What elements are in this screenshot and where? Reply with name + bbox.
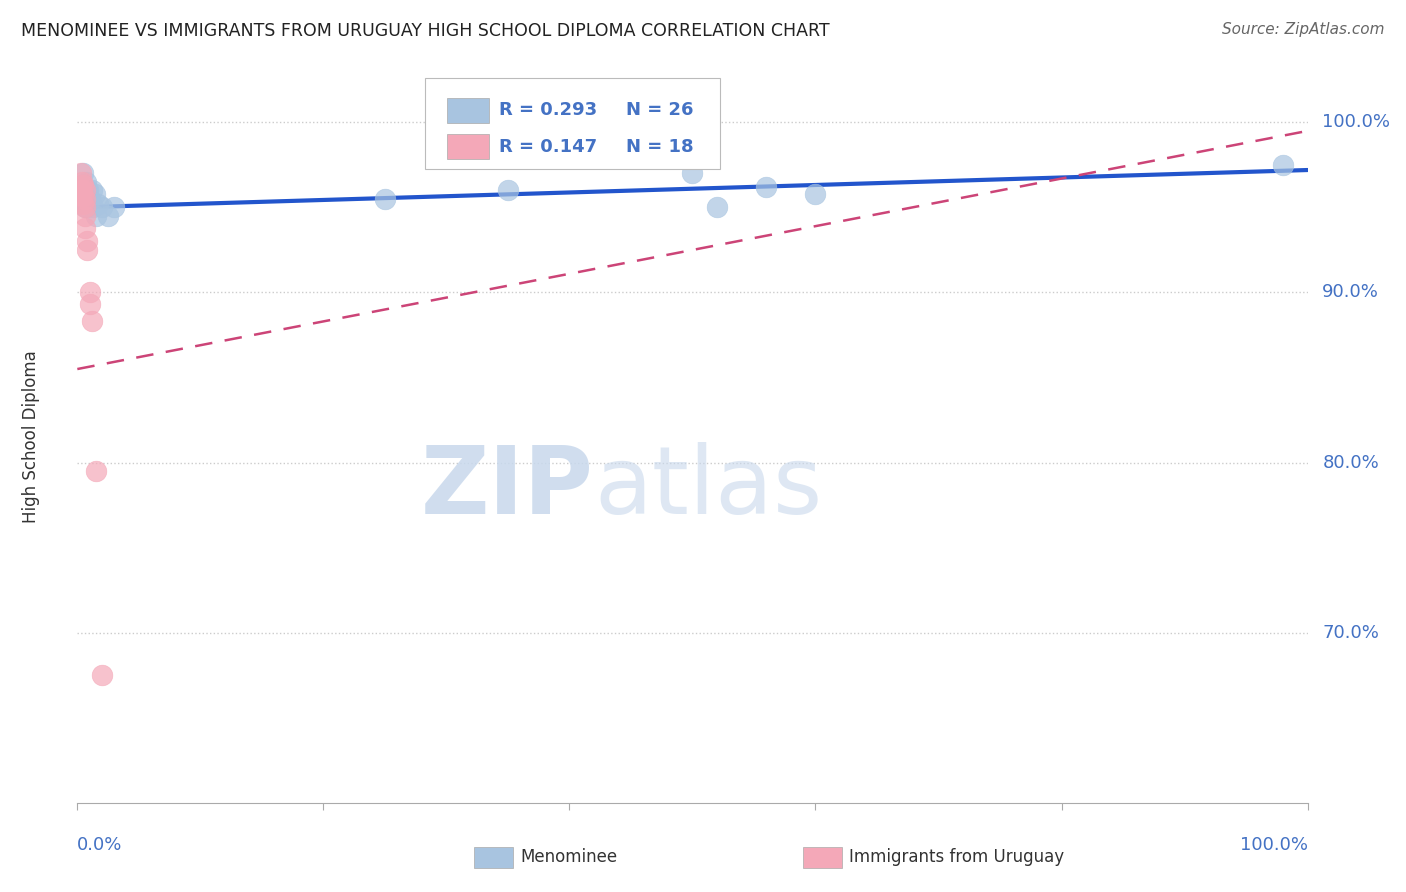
Point xyxy=(73,220,96,235)
Text: R = 0.293: R = 0.293 xyxy=(499,102,598,120)
Point xyxy=(706,201,728,215)
Point xyxy=(70,175,93,189)
Point xyxy=(79,192,101,206)
Point xyxy=(97,209,120,223)
Point xyxy=(73,183,96,197)
Point xyxy=(72,178,94,193)
Point xyxy=(77,183,100,197)
Text: 90.0%: 90.0% xyxy=(1323,284,1379,301)
Point xyxy=(90,201,114,215)
Point xyxy=(82,314,104,328)
Point xyxy=(82,201,104,215)
Point xyxy=(84,209,107,223)
Text: 0.0%: 0.0% xyxy=(77,836,122,854)
Point xyxy=(1272,158,1295,172)
Point xyxy=(82,183,104,197)
Point xyxy=(75,201,97,215)
Point xyxy=(73,209,96,223)
Point xyxy=(73,192,96,206)
Point xyxy=(76,183,98,197)
Text: R = 0.147: R = 0.147 xyxy=(499,137,598,155)
Point xyxy=(682,166,704,180)
Text: 100.0%: 100.0% xyxy=(1323,113,1391,131)
Point xyxy=(70,166,93,180)
Point xyxy=(73,201,96,215)
Point xyxy=(72,166,94,180)
Text: N = 26: N = 26 xyxy=(626,102,693,120)
Text: 100.0%: 100.0% xyxy=(1240,836,1308,854)
Point xyxy=(103,201,125,215)
Point xyxy=(374,192,396,206)
Point xyxy=(84,464,107,478)
Point xyxy=(75,175,97,189)
Text: ZIP: ZIP xyxy=(422,442,595,534)
Point xyxy=(804,186,827,201)
Text: N = 18: N = 18 xyxy=(626,137,693,155)
Point xyxy=(79,285,101,300)
Text: High School Diploma: High School Diploma xyxy=(21,351,39,524)
Point xyxy=(72,188,94,202)
Text: atlas: atlas xyxy=(595,442,823,534)
Point xyxy=(75,186,97,201)
Text: 80.0%: 80.0% xyxy=(1323,454,1379,472)
Point xyxy=(72,197,94,211)
Point xyxy=(76,195,98,210)
Text: Menominee: Menominee xyxy=(520,848,617,866)
Point xyxy=(79,297,101,311)
Point xyxy=(83,186,105,201)
Point xyxy=(755,180,778,194)
Point xyxy=(496,183,519,197)
Point xyxy=(73,201,96,215)
Point xyxy=(70,183,93,197)
Text: 70.0%: 70.0% xyxy=(1323,624,1379,641)
Point xyxy=(76,243,98,257)
Point xyxy=(90,668,114,682)
Point xyxy=(70,192,93,206)
Text: MENOMINEE VS IMMIGRANTS FROM URUGUAY HIGH SCHOOL DIPLOMA CORRELATION CHART: MENOMINEE VS IMMIGRANTS FROM URUGUAY HIG… xyxy=(21,22,830,40)
Point xyxy=(76,235,98,249)
Point xyxy=(73,183,96,197)
Text: Source: ZipAtlas.com: Source: ZipAtlas.com xyxy=(1222,22,1385,37)
Point xyxy=(87,197,110,211)
Text: Immigrants from Uruguay: Immigrants from Uruguay xyxy=(849,848,1064,866)
